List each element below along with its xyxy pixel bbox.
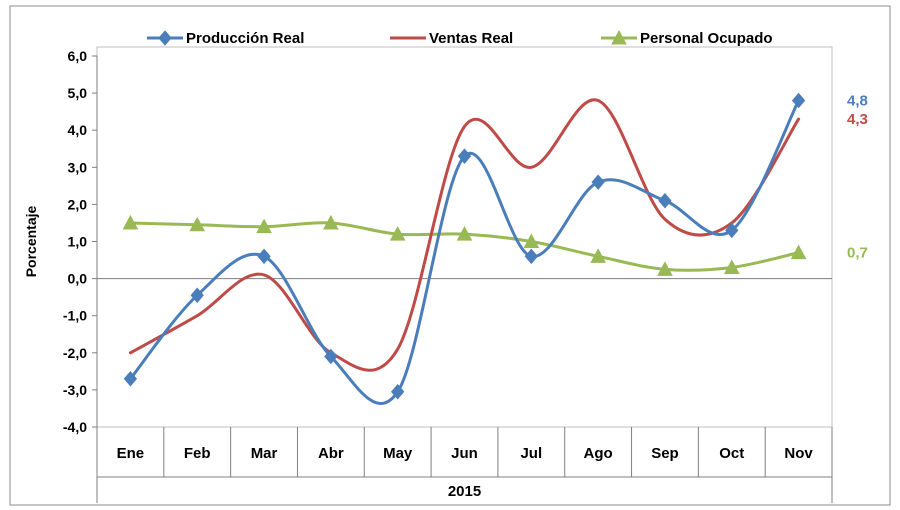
data-point-produccion-real bbox=[591, 174, 605, 190]
x-tick-label: Jun bbox=[451, 445, 478, 462]
data-point-produccion-real bbox=[457, 148, 472, 164]
legend: Producción Real Ventas Real Personal Ocupa… bbox=[147, 29, 773, 47]
data-point-produccion-real bbox=[524, 248, 538, 265]
data-point-personal-ocupado bbox=[523, 233, 540, 248]
x-tick-label: Sep bbox=[651, 445, 679, 462]
data-point-produccion-real bbox=[725, 222, 739, 239]
data-point-personal-ocupado bbox=[657, 261, 673, 276]
data-point-personal-ocupado bbox=[323, 214, 339, 230]
end-value-label: 4,3 bbox=[847, 111, 868, 128]
x-tick-label: Jul bbox=[520, 445, 542, 462]
y-tick-label: -1,0 bbox=[63, 308, 87, 324]
data-point-produccion-real bbox=[257, 248, 271, 265]
series-personal-ocupado bbox=[122, 214, 807, 276]
legend-label: Ventas Real bbox=[429, 30, 513, 47]
x-tick-label: Feb bbox=[184, 445, 211, 462]
end-value-label: 4,8 bbox=[847, 93, 868, 110]
data-point-personal-ocupado bbox=[389, 226, 406, 241]
y-tick-label: 1,0 bbox=[68, 234, 88, 250]
series-layer bbox=[122, 92, 807, 405]
data-point-personal-ocupado bbox=[790, 244, 807, 260]
y-tick-label: -2,0 bbox=[63, 345, 87, 361]
end-labels: 4,84,3 0,7 bbox=[847, 93, 868, 262]
y-tick-label: 2,0 bbox=[68, 196, 88, 212]
y-tick-label: -3,0 bbox=[63, 382, 87, 398]
data-point-personal-ocupado bbox=[189, 216, 206, 232]
y-tick-label: 5,0 bbox=[68, 85, 88, 101]
axes: -4,0 -3,0 -2,0 -1,0 0,0 1,0 2,0 3,0 4,0 5,0 6,0 Por… bbox=[23, 48, 833, 503]
x-tick-label: Oct bbox=[719, 445, 744, 462]
series-produccion-real bbox=[123, 92, 806, 405]
x-tick-label: Abr bbox=[318, 445, 344, 462]
y-tick-label: 3,0 bbox=[68, 159, 88, 175]
legend-label: Producción Real bbox=[186, 30, 304, 47]
data-point-produccion-real bbox=[190, 287, 204, 304]
x-tick-label: Ago bbox=[584, 445, 613, 462]
series-line-produccion-real bbox=[128, 99, 801, 405]
data-point-produccion-real bbox=[123, 371, 138, 387]
legend-item: Producción Real bbox=[147, 30, 304, 47]
data-point-produccion-real bbox=[324, 348, 338, 365]
legend-item: Ventas Real bbox=[390, 30, 513, 47]
legend-item: Personal Ocupado bbox=[601, 29, 773, 47]
data-point-personal-ocupado bbox=[590, 248, 606, 263]
y-axis-title: Porcentaje bbox=[23, 205, 39, 277]
y-tick-label: 6,0 bbox=[68, 48, 88, 64]
data-point-produccion-real bbox=[658, 192, 672, 209]
legend-marker bbox=[158, 30, 172, 46]
data-point-produccion-real bbox=[791, 92, 806, 109]
x-axis-group-label: 2015 bbox=[448, 483, 481, 500]
y-tick-label: -4,0 bbox=[63, 419, 87, 435]
data-point-personal-ocupado bbox=[256, 218, 272, 234]
x-tick-label: Mar bbox=[251, 445, 278, 462]
x-tick-label: Ene bbox=[117, 445, 145, 462]
y-tick-label: 4,0 bbox=[68, 122, 88, 138]
series-ventas-real bbox=[128, 98, 801, 372]
end-value-label: 0,7 bbox=[847, 245, 868, 262]
legend-marker bbox=[611, 29, 627, 45]
x-tick-label: May bbox=[383, 445, 413, 462]
legend-label: Personal Ocupado bbox=[640, 30, 773, 47]
data-point-produccion-real bbox=[391, 383, 405, 400]
series-line-ventas-real bbox=[128, 98, 801, 372]
data-point-personal-ocupado bbox=[723, 259, 740, 274]
data-point-personal-ocupado bbox=[456, 226, 473, 241]
x-tick-label: Nov bbox=[784, 445, 813, 462]
data-point-personal-ocupado bbox=[122, 214, 139, 230]
y-tick-label: 0,0 bbox=[68, 271, 88, 287]
